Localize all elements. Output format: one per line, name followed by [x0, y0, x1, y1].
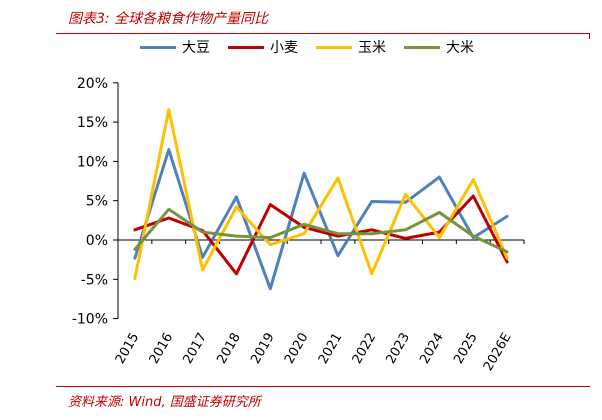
- x-tick-label: 2021: [316, 331, 346, 367]
- legend-label-xiaomai: 小麦: [270, 40, 298, 56]
- source-note: 资料来源: Wind, 国盛证券研究所: [68, 395, 261, 410]
- legend-swatch-yumi: [316, 45, 352, 49]
- x-tick-label: 2016: [147, 331, 177, 367]
- x-tick-label: 2022: [350, 331, 380, 367]
- legend-label-dami: 大米: [446, 40, 474, 56]
- legend-swatch-dadou: [140, 45, 176, 49]
- legend-label-dadou: 大豆: [182, 40, 210, 56]
- y-tick-label: 10%: [77, 154, 108, 170]
- x-tick-label: 2025: [451, 331, 481, 367]
- x-tick-label: 2015: [113, 331, 143, 367]
- series-line-2: [133, 108, 509, 280]
- y-tick-label: 0%: [86, 233, 108, 249]
- chart-title: 图表3: 全球各粮食作物产量同比: [68, 11, 269, 27]
- y-tick-label: -10%: [72, 312, 108, 328]
- series-line-3: [133, 207, 509, 254]
- y-tick-label: 20%: [77, 76, 108, 92]
- y-tick-label: -5%: [81, 272, 108, 288]
- x-tick-label: 2019: [248, 331, 278, 367]
- y-tick-label: 15%: [77, 115, 108, 131]
- legend-item-dami: 大米: [404, 37, 474, 57]
- x-tick-label: 2026E: [481, 331, 515, 374]
- legend-item-xiaomai: 小麦: [228, 37, 298, 57]
- header-rule-tick: [589, 33, 590, 39]
- x-tick-label: 2024: [417, 331, 447, 367]
- legend-item-yumi: 玉米: [316, 37, 386, 57]
- x-tick-label: 2018: [214, 331, 244, 367]
- header-rule: [56, 33, 590, 34]
- legend-swatch-dami: [404, 45, 440, 49]
- legend-swatch-xiaomai: [228, 45, 264, 49]
- x-tick-label: 2017: [181, 331, 211, 367]
- x-tick-label: 2020: [282, 331, 312, 367]
- legend-item-dadou: 大豆: [140, 37, 210, 57]
- legend-label-yumi: 玉米: [358, 40, 386, 56]
- chart-legend: 大豆 小麦 玉米 大米: [140, 37, 474, 57]
- footer-rule: [56, 386, 590, 387]
- y-tick-label: 5%: [86, 194, 108, 210]
- x-tick-label: 2023: [384, 331, 414, 367]
